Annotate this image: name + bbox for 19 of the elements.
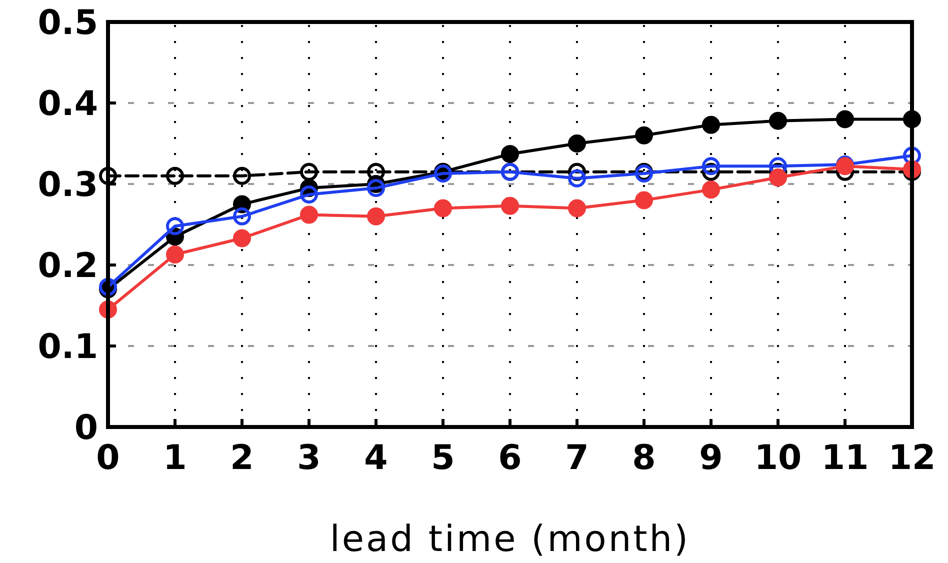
x-tick-label: 6 [498, 438, 522, 478]
y-tick-label: 0 [74, 408, 98, 448]
x-tick-label: 12 [888, 438, 936, 478]
y-tick-label: 0.1 [38, 327, 98, 368]
y-tick-label: 0.3 [38, 165, 98, 206]
x-tick-label: 9 [699, 438, 723, 478]
y-tick-label: 0.5 [38, 3, 98, 44]
x-tick-label: 10 [754, 438, 802, 478]
x-tick-label: 4 [364, 438, 388, 478]
x-tick-label: 1 [163, 438, 187, 478]
x-tick-label: 8 [632, 438, 656, 478]
x-tick-label: 7 [565, 438, 589, 478]
x-tick-label: 5 [431, 438, 455, 478]
x-tick-label: 2 [230, 438, 254, 478]
x-tick-label: 11 [821, 438, 869, 478]
y-tick-label: 0.2 [38, 246, 98, 286]
x-axis-title: lead time (month) [330, 519, 690, 560]
y-tick-label: 0.4 [38, 84, 98, 124]
x-tick-label: 3 [297, 438, 321, 478]
